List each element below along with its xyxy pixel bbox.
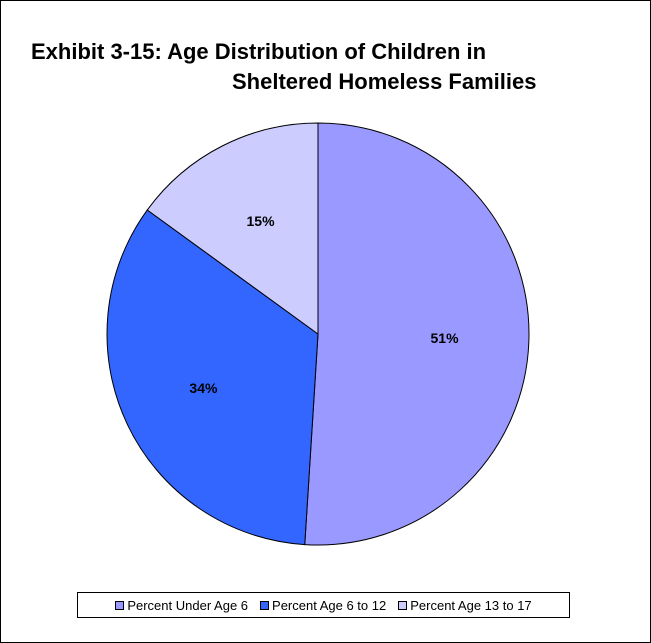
legend-item: Percent Age 6 to 12 (260, 598, 386, 613)
pie-slice-percent-age-13-to-17 (146, 122, 319, 335)
legend-label: Percent Under Age 6 (127, 597, 249, 613)
pie-slice-percent-age-6-to-12 (106, 209, 319, 546)
chart-legend: Percent Under Age 6 Percent Age 6 to 12 Pe… (77, 592, 570, 618)
legend-item: Percent Under Age 6 (115, 598, 248, 613)
chart-title: Exhibit 3-15: Age Distribution of Childr… (31, 37, 631, 97)
pie-slice-percent-under-age-6 (304, 122, 530, 546)
pie-data-label: 15% (247, 213, 276, 229)
legend-swatch (115, 600, 125, 610)
legend-swatch (260, 600, 270, 610)
chart-title-line-1: Exhibit 3-15: Age Distribution of Childr… (31, 39, 487, 64)
pie-data-label: 34% (189, 380, 218, 396)
legend-label: Percent Age 6 to 12 (272, 597, 387, 613)
legend-label: Percent Age 13 to 17 (410, 597, 532, 613)
chart-title-line-2: Sheltered Homeless Families (232, 69, 537, 94)
pie-data-label: 51% (431, 330, 460, 346)
legend-swatch (398, 600, 408, 610)
legend-item: Percent Age 13 to 17 (398, 597, 532, 613)
